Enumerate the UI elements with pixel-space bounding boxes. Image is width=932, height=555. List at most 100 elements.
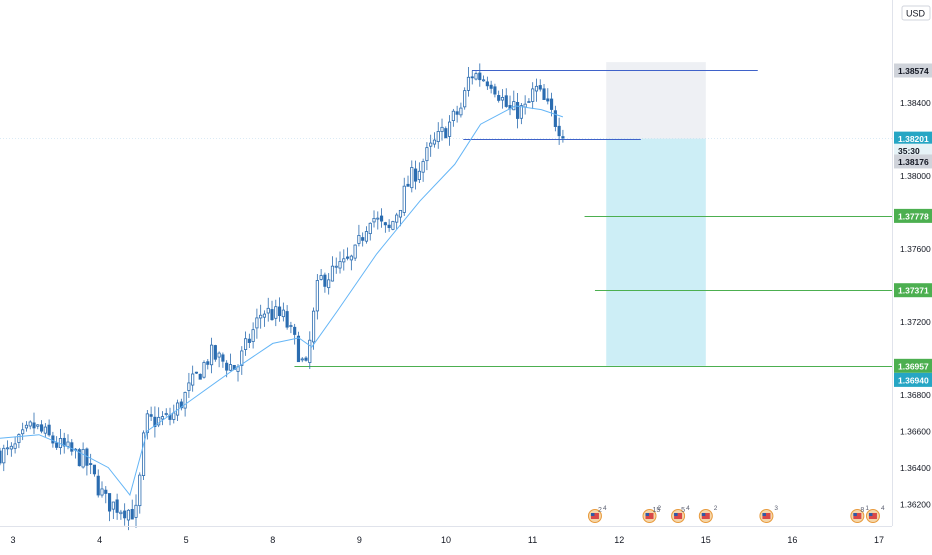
- candle-body: [380, 215, 384, 222]
- price-label-grey[interactable]: 1.38574: [894, 63, 932, 78]
- candle-body: [55, 442, 59, 448]
- time-tick-label: 3: [10, 535, 15, 545]
- time-tick-label: 15: [701, 535, 711, 545]
- price-axis[interactable]: 1.38400 1.38000 1.37600 1.37200 1.36800 1.366…: [892, 0, 932, 550]
- time-tick-label: 5: [184, 535, 189, 545]
- candle-body: [43, 426, 47, 434]
- candle-body: [459, 107, 463, 116]
- price-tick-label: 1.38400: [900, 98, 931, 108]
- price-label-last[interactable]: 1.36940: [894, 372, 932, 387]
- candle-body: [361, 237, 365, 241]
- event-sub-label: 4: [881, 505, 885, 512]
- price-label-text: 1.37778: [898, 211, 929, 221]
- candle-body: [281, 309, 285, 318]
- candle-body: [463, 90, 467, 108]
- candle-body: [141, 432, 146, 476]
- candle-body: [323, 274, 327, 287]
- candle-body: [296, 335, 301, 363]
- price-label-green[interactable]: 1.37778: [894, 208, 932, 223]
- flag-canton-icon: [853, 513, 857, 516]
- flag-stripe-icon: [674, 513, 683, 519]
- candle-body: [527, 101, 531, 103]
- candle-body: [266, 307, 270, 314]
- candle-body: [145, 413, 149, 434]
- event-marker[interactable]: 3: [759, 505, 779, 523]
- candle-body: [353, 244, 357, 259]
- event-sub-label: 3: [774, 505, 778, 512]
- candle-body: [474, 73, 478, 80]
- candle-body: [315, 280, 319, 312]
- event-marker[interactable]: 152: [642, 505, 662, 523]
- candle-body: [395, 214, 399, 223]
- candle-body: [243, 338, 248, 350]
- time-axis[interactable]: 3 4 5 8 9 10 11 12 15 16 17: [0, 526, 892, 546]
- candle-body: [194, 371, 199, 374]
- price-tick-label: 1.36800: [900, 390, 931, 400]
- time-tick-label: 16: [787, 535, 797, 545]
- candle-body: [300, 358, 304, 361]
- candle-body: [289, 325, 293, 327]
- candle-body: [561, 136, 565, 139]
- candle-body: [89, 463, 93, 465]
- horizontal-levels[interactable]: [0, 70, 892, 367]
- candle-body: [349, 255, 353, 261]
- candle-body: [512, 101, 516, 111]
- currency-box[interactable]: [901, 5, 931, 21]
- candle-body: [191, 373, 195, 386]
- price-axis-background: [892, 0, 932, 550]
- candle-body: [485, 81, 489, 87]
- stop-loss-zone[interactable]: [606, 62, 706, 139]
- economic-events[interactable]: 2 4 152 5 4 2 3 8 1 4: [587, 505, 885, 523]
- candle-body: [66, 441, 70, 447]
- time-tick-label: 4: [97, 535, 102, 545]
- candle-body: [228, 364, 233, 371]
- candle-body: [327, 279, 331, 289]
- position-tool[interactable]: [606, 62, 706, 366]
- candle-body: [209, 344, 214, 366]
- candle-body: [308, 339, 312, 363]
- candle-body: [387, 224, 391, 229]
- price-label-text: 1.38176: [898, 157, 929, 167]
- candle-body: [153, 416, 157, 428]
- candle-body: [62, 437, 66, 447]
- event-sub-label: 2: [714, 505, 718, 512]
- candle-body: [345, 256, 350, 259]
- candle-body: [183, 391, 187, 409]
- price-label-green[interactable]: 1.37371: [894, 283, 932, 298]
- candle-body: [406, 183, 410, 187]
- axis-header: 0 USD: [901, 5, 931, 21]
- event-marker[interactable]: 2: [698, 505, 718, 523]
- time-tick-label: 11: [528, 535, 537, 545]
- candle-body: [32, 422, 36, 429]
- candle-body: [270, 309, 274, 321]
- price-label-last[interactable]: 1.38201: [894, 131, 932, 146]
- currency-label[interactable]: USD: [906, 9, 926, 19]
- flag-canton-icon: [701, 513, 706, 516]
- event-count-label: 2: [598, 507, 602, 514]
- candle-body: [338, 261, 342, 269]
- candle-body: [436, 131, 440, 143]
- candle-body: [531, 88, 535, 102]
- ema-line: [0, 105, 564, 497]
- candle-body: [504, 95, 508, 107]
- take-profit-zone[interactable]: [606, 138, 706, 366]
- event-marker[interactable]: 4: [865, 505, 885, 523]
- candle-body: [376, 217, 380, 220]
- event-sub-label: 2: [658, 505, 662, 512]
- candle-body: [149, 414, 153, 417]
- price-label-timer[interactable]: 35:30: [894, 143, 932, 158]
- candle-body: [221, 354, 225, 362]
- candle-body: [451, 110, 455, 122]
- price-label-grey[interactable]: 1.38176: [894, 154, 932, 169]
- price-label-green[interactable]: 1.36957: [894, 358, 932, 373]
- candle-body: [455, 111, 459, 115]
- candle-body: [319, 275, 323, 280]
- flag-stripe-icon: [853, 513, 862, 519]
- price-label-box: [894, 143, 932, 158]
- candle-body: [198, 373, 202, 380]
